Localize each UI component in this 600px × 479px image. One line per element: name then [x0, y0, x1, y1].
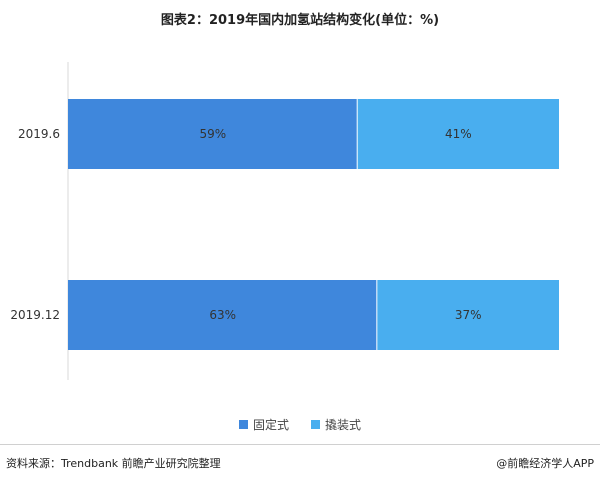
data-label: 59% — [200, 127, 227, 141]
bars-group: 59% 41% 63% 37% — [68, 99, 559, 350]
legend-label-fixed: 固定式 — [252, 418, 289, 432]
legend-swatch-skid — [311, 420, 320, 429]
legend-item-fixed: 固定式 — [238, 416, 289, 433]
data-label: 37% — [455, 308, 482, 322]
data-label: 63% — [209, 308, 236, 322]
category-tick-labels: 2019.6 2019.12 — [10, 127, 60, 322]
bar-segment — [377, 280, 559, 350]
chart-title: 图表2：2019年国内加氢站结构变化(单位：%) — [160, 13, 440, 28]
data-label: 41% — [445, 127, 472, 141]
bar-segment — [68, 99, 357, 169]
legend-swatch-fixed — [238, 420, 248, 429]
bar-segment — [68, 280, 377, 350]
bar-segment — [357, 99, 559, 169]
source-note: 资料来源：Trendbank 前瞻产业研究院整理 — [6, 457, 221, 470]
legend-label-skid: 撬装式 — [325, 418, 362, 432]
legend: 固定式 撬装式 — [0, 416, 600, 433]
legend-item-skid: 撬装式 — [311, 416, 361, 433]
brand-credit: @前瞻经济学人APP — [496, 457, 594, 470]
category-tick-label: 2019.12 — [10, 308, 60, 322]
footer-divider — [0, 444, 600, 445]
category-tick-label: 2019.6 — [18, 127, 60, 141]
